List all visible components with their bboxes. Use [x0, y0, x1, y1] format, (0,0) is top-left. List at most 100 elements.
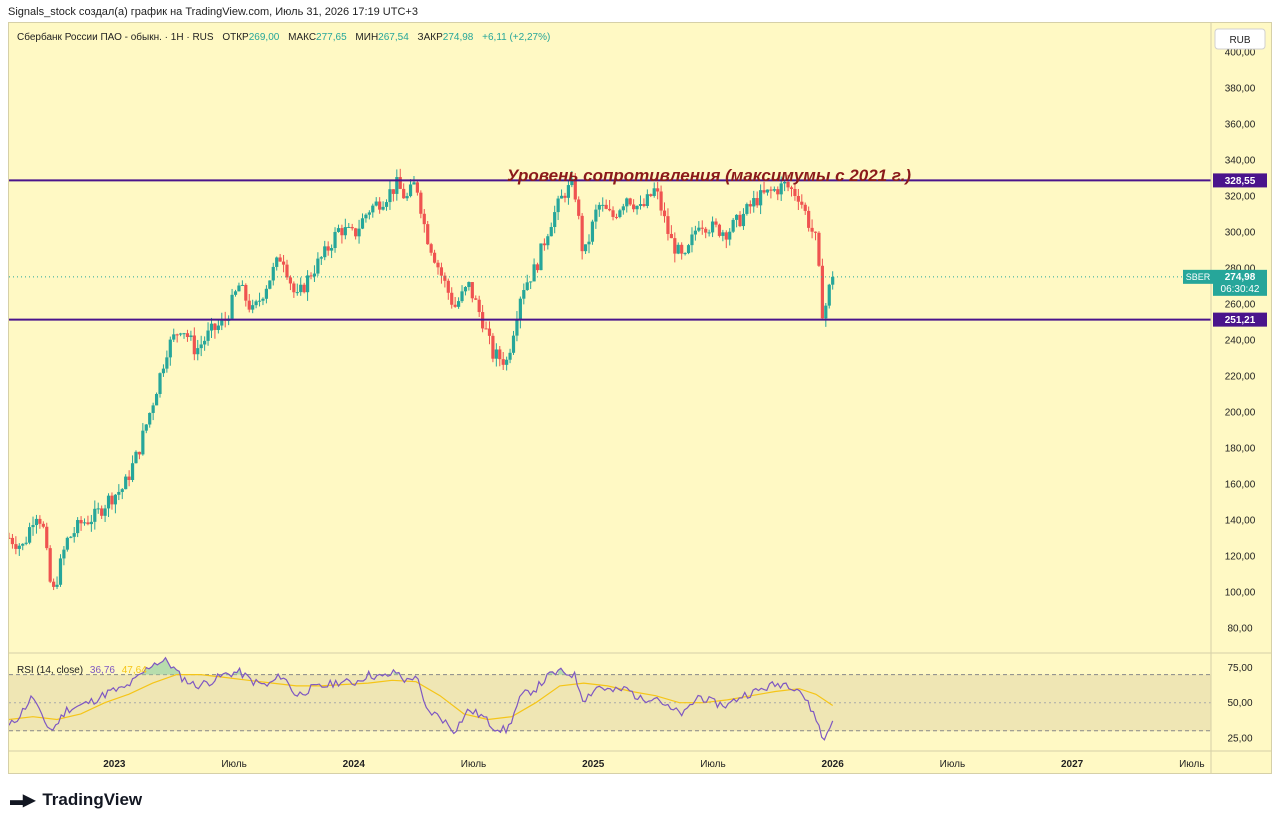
candle-body: [371, 205, 375, 213]
candle-body: [412, 182, 416, 185]
resistance-annotation[interactable]: Уровень сопротивления (максимумы с 2021 …: [507, 166, 911, 185]
candle-body: [470, 282, 474, 299]
candle-body: [391, 189, 395, 194]
candle-body: [302, 284, 306, 293]
candle-body: [240, 284, 244, 286]
candle-body: [45, 526, 49, 549]
candle-body: [281, 261, 286, 265]
candle-body: [151, 405, 155, 413]
price-tick-label: 200,00: [1225, 407, 1256, 418]
candle-body: [704, 228, 708, 233]
candle-body: [597, 204, 601, 210]
support-price-tag: 251,21: [1213, 312, 1267, 327]
candle-body: [474, 298, 478, 300]
candle-body: [827, 284, 831, 306]
candle-body: [106, 495, 111, 509]
candle-body: [419, 192, 423, 214]
candle-body: [154, 393, 159, 406]
time-axis[interactable]: 2023 Июль 2024 Июль 2025 Июль 2026 Июль 2027 Июль: [103, 759, 1204, 770]
candle-body: [628, 198, 632, 205]
candle-body: [244, 284, 248, 301]
price-tick-label: 300,00: [1225, 227, 1256, 238]
candle-body: [515, 319, 519, 336]
candle-body: [734, 214, 739, 220]
candle-body: [48, 548, 52, 582]
candle-body: [463, 287, 468, 292]
candle-body: [388, 189, 392, 203]
candle-body: [810, 227, 814, 232]
resistance-price-label: 328,55: [1225, 176, 1256, 187]
legend-change: +6,11 (+2,27%): [482, 32, 550, 43]
candle-body: [745, 204, 749, 214]
price-tick-label: 400,00: [1225, 47, 1256, 58]
candle-body: [604, 204, 608, 209]
candle-body: [34, 518, 39, 526]
candle-body: [165, 357, 169, 369]
candle-body: [192, 335, 196, 355]
candle-body: [144, 424, 148, 431]
candle-body: [336, 228, 341, 232]
tradingview-logo[interactable]: ▬▶ TradingView: [10, 790, 142, 810]
candle-body: [316, 258, 320, 274]
candle-body: [563, 195, 567, 198]
candle-body: [762, 190, 766, 193]
candle-body: [450, 292, 454, 305]
candle-body: [518, 298, 522, 320]
price-axis[interactable]: 80,00 100,00 120,00 140,00 160,00 180,00 200,0…: [1225, 47, 1256, 634]
legend-symbol: Сбербанк России ПАО - обыкн. · 1Н · RUS: [17, 31, 214, 43]
candle-body: [700, 227, 704, 229]
candle-body: [213, 323, 217, 330]
candle-body: [305, 275, 310, 293]
candle-body: [347, 226, 351, 228]
ticker-label: SBER: [1186, 272, 1211, 282]
rsi-pane[interactable]: RSI (14, close) 36,76 47,64: [9, 656, 1211, 741]
time-tick-label: Июль: [1179, 759, 1205, 770]
candle-body: [395, 177, 399, 194]
candle-body: [203, 340, 207, 345]
candle-body: [783, 181, 787, 184]
candle-body: [374, 201, 378, 206]
candle-body: [542, 243, 546, 246]
candle-body: [772, 189, 776, 191]
rsi-axis[interactable]: 25,00 50,00 75,00: [1227, 663, 1252, 744]
candle-body: [31, 525, 35, 528]
candle-body: [254, 301, 258, 306]
chart-svg[interactable]: Уровень сопротивления (максимумы с 2021 …: [9, 23, 1271, 773]
candle-body: [714, 221, 718, 225]
candle-body: [189, 335, 193, 338]
time-tick-label: 2023: [103, 759, 126, 770]
candle-body: [748, 204, 752, 207]
chart-frame[interactable]: Уровень сопротивления (максимумы с 2021 …: [8, 22, 1272, 774]
candle-body: [491, 335, 495, 359]
candle-body: [96, 508, 100, 510]
candle-body: [559, 195, 564, 199]
rsi-ma-line: [9, 674, 834, 721]
price-tick-label: 120,00: [1225, 551, 1256, 562]
price-tick-label: 180,00: [1225, 443, 1256, 454]
price-tick-label: 80,00: [1227, 623, 1252, 634]
candle-body: [638, 204, 643, 206]
candle-body: [292, 283, 296, 293]
legend-line: Сбербанк России ПАО - обыкн. · 1Н · RUS …: [17, 31, 550, 43]
candle-body: [621, 206, 625, 211]
legend-close-label: ЗАКР: [418, 32, 444, 43]
price-pane-area[interactable]: [9, 23, 1211, 653]
candle-body: [710, 221, 715, 233]
currency-badge[interactable]: RUB: [1214, 28, 1266, 50]
candle-body: [590, 221, 595, 242]
candle-body: [247, 300, 251, 310]
candle-body: [460, 291, 464, 302]
candle-body: [683, 253, 687, 255]
candle-body: [587, 241, 591, 245]
candle-body: [343, 227, 347, 236]
candle-body: [58, 558, 63, 585]
candle-body: [100, 508, 104, 516]
candle-body: [535, 264, 540, 271]
rsi-overbought-fill: [140, 657, 578, 675]
price-pane[interactable]: Уровень сопротивления (максимумы с 2021 …: [9, 23, 1211, 653]
price-tick-label: 260,00: [1225, 299, 1256, 310]
candle-body: [669, 233, 673, 239]
support-price-label: 251,21: [1225, 315, 1256, 326]
price-tick-label: 340,00: [1225, 155, 1256, 166]
time-tick-label: Июль: [700, 759, 726, 770]
